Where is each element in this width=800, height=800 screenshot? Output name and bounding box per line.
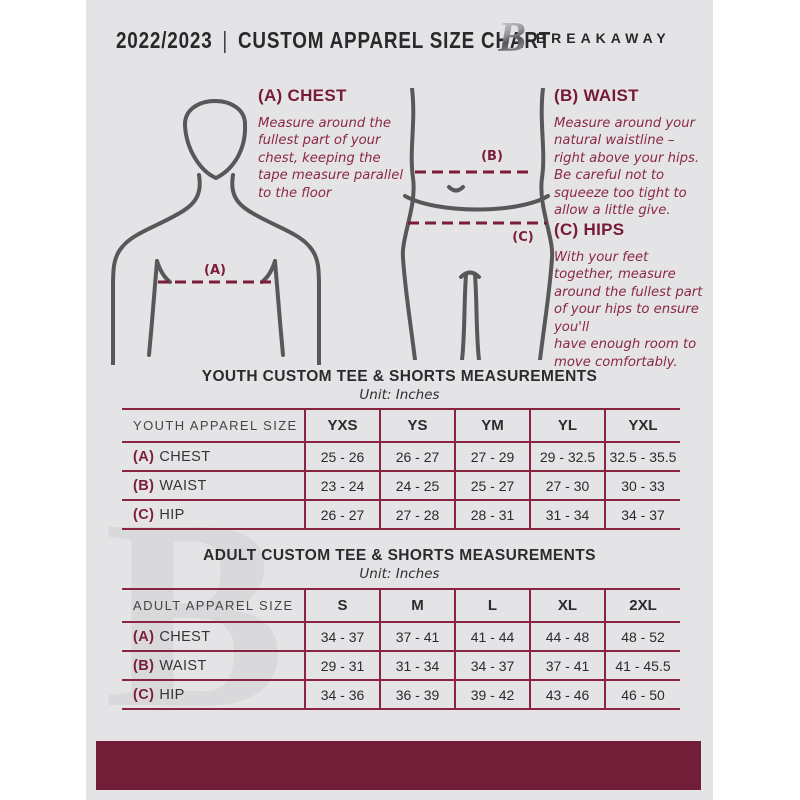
cell: 34 - 37 [454,651,530,680]
season-label: 2022/2023 [116,27,213,53]
cell: 44 - 48 [529,622,605,651]
row-label: (C) HIP [122,500,305,529]
size-header-yxl: YXL [604,409,680,442]
hip-marker-label: (C) [512,230,533,245]
row-name: CHEST [159,448,211,465]
brand-watermark-letter: B [104,463,286,764]
waist-instructions-heading: (B) WAIST [554,86,639,105]
cell: 24 - 25 [379,471,455,500]
masthead: 2022/2023 | CUSTOM APPAREL SIZE CHART [116,27,551,54]
chest-diagram-figure: (A) [111,99,321,365]
cell: 46 - 50 [604,680,680,709]
cell: 36 - 39 [379,680,455,709]
cell: 43 - 46 [529,680,605,709]
page-background: B 2022/2023 | CUSTOM APPAREL SIZE CHART B … [86,0,713,800]
size-header-ys: YS [379,409,455,442]
cell: 48 - 52 [604,622,680,651]
cell: 27 - 30 [529,471,605,500]
cell: 25 - 26 [304,442,380,471]
chest-instructions: (A) CHEST Measure around the fullest par… [258,86,430,202]
cell: 34 - 37 [304,622,380,651]
cell: 41 - 44 [454,622,530,651]
youth-chest-row: (A) CHEST 25 - 26 26 - 27 27 - 29 29 - 32… [122,442,680,471]
size-header-l: L [454,589,530,622]
size-header-2xl: 2XL [604,589,680,622]
youth-hip-row: (C) HIP 26 - 27 27 - 28 28 - 31 31 - 34 3… [122,500,680,529]
cell: 30 - 33 [604,471,680,500]
row-marker: (B) [133,657,155,674]
cell: 25 - 27 [454,471,530,500]
row-name: WAIST [159,657,207,674]
cell: 29 - 31 [304,651,380,680]
waist-hip-diagram-figure: (B) (C) [400,88,555,360]
cell: 37 - 41 [529,651,605,680]
row-marker: (A) [133,448,155,465]
size-header-yl: YL [529,409,605,442]
adult-hip-row: (C) HIP 34 - 36 36 - 39 39 - 42 43 - 46 4… [122,680,680,709]
row-label: (A) CHEST [122,442,305,471]
adult-size-column-header: ADULT APPAREL SIZE [133,598,294,613]
row-label: (A) CHEST [122,622,305,651]
cell: 29 - 32.5 [529,442,605,471]
row-label: (B) WAIST [122,471,305,500]
youth-section-title: YOUTH CUSTOM TEE & SHORTS MEASUREMENTS [201,368,598,385]
cell: 26 - 27 [304,500,380,529]
row-label: (B) WAIST [122,651,305,680]
cell: 26 - 27 [379,442,455,471]
size-header-yxs: YXS [304,409,380,442]
cell: 37 - 41 [379,622,455,651]
adult-header-row: ADULT APPAREL SIZE S M L XL 2XL [122,589,680,622]
youth-waist-row: (B) WAIST 23 - 24 24 - 25 25 - 27 27 - 30… [122,471,680,500]
cell: 28 - 31 [454,500,530,529]
youth-header-row: YOUTH APPAREL SIZE YXS YS YM YL YXL [122,409,680,442]
cell: 39 - 42 [454,680,530,709]
footer-accent-bar [96,741,701,790]
cell: 34 - 37 [604,500,680,529]
cell: 27 - 28 [379,500,455,529]
row-marker: (C) [133,686,155,703]
adult-section-unit: Unit: Inches [359,566,440,582]
row-name: HIP [159,506,185,523]
size-header-s: S [304,589,380,622]
page-title: CUSTOM APPAREL SIZE CHART [237,27,552,53]
cell: 32.5 - 35.5 [604,442,680,471]
size-header-m: M [379,589,455,622]
row-marker: (C) [133,506,155,523]
cell: 31 - 34 [379,651,455,680]
adult-section-title: ADULT CUSTOM TEE & SHORTS MEASUREMENTS [203,547,596,564]
chest-marker-label: (A) [204,263,226,278]
row-label: (C) HIP [122,680,305,709]
size-header-ym: YM [454,409,530,442]
row-name: HIP [159,686,185,703]
row-marker: (A) [133,628,155,645]
cell: 41 - 45.5 [604,651,680,680]
row-name: WAIST [159,477,207,494]
row-name: CHEST [159,628,211,645]
adult-waist-row: (B) WAIST 29 - 31 31 - 34 34 - 37 37 - 41… [122,651,680,680]
hips-instructions: (C) HIPS With your feet together, measur… [554,220,726,371]
cell: 31 - 34 [529,500,605,529]
size-header-xl: XL [529,589,605,622]
youth-size-table: YOUTH APPAREL SIZE YXS YS YM YL YXL (A) C… [122,408,680,530]
brand-name: BREAKAWAY [536,30,671,46]
adult-chest-row: (A) CHEST 34 - 37 37 - 41 41 - 44 44 - 48… [122,622,680,651]
waist-instructions: (B) WAIST Measure around your natural wa… [554,86,716,220]
chest-instructions-text: Measure around the fullest part of your … [258,116,403,201]
hips-instructions-heading: (C) HIPS [554,220,625,239]
row-marker: (B) [133,477,155,494]
cell: 34 - 36 [304,680,380,709]
cell: 27 - 29 [454,442,530,471]
brand-logo: B BREAKAWAY [498,17,671,59]
adult-size-table: ADULT APPAREL SIZE S M L XL 2XL (A) CHEST… [122,588,680,710]
chest-instructions-heading: (A) CHEST [258,86,347,105]
waist-instructions-text: Measure around your natural waistline – … [554,116,700,219]
waist-marker-label: (B) [481,149,503,164]
youth-section-unit: Unit: Inches [359,387,440,403]
breakaway-b-icon: B [498,15,527,61]
masthead-separator: | [222,27,229,53]
youth-size-column-header: YOUTH APPAREL SIZE [133,418,298,433]
hips-instructions-text: With your feet together, measure around … [554,250,703,370]
cell: 23 - 24 [304,471,380,500]
